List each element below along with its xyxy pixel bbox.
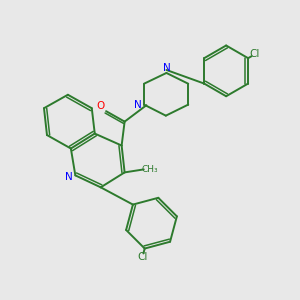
Text: N: N	[134, 100, 142, 110]
Text: O: O	[96, 101, 104, 111]
Text: N: N	[163, 63, 170, 73]
Text: Cl: Cl	[137, 252, 148, 262]
Text: N: N	[65, 172, 73, 182]
Text: CH₃: CH₃	[141, 165, 158, 174]
Text: Cl: Cl	[249, 50, 260, 59]
